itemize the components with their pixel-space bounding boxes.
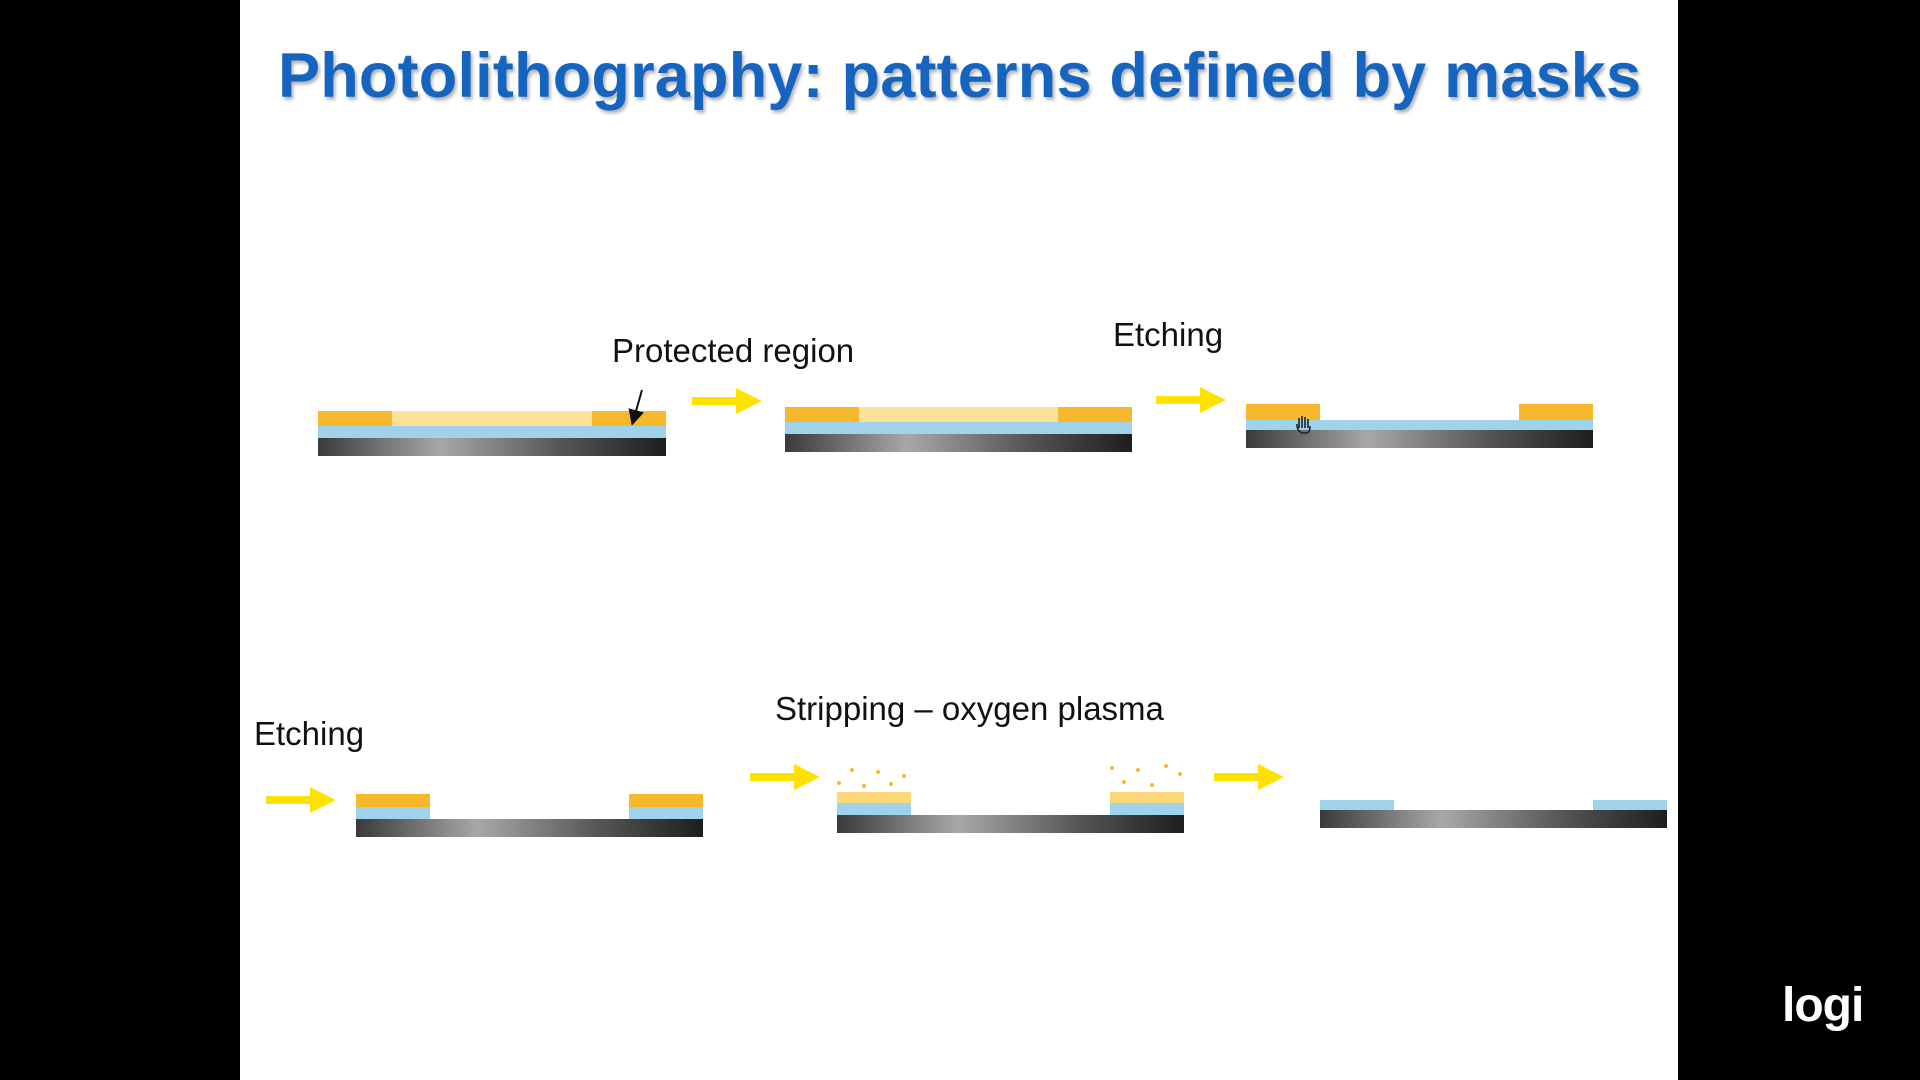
resist-left — [785, 407, 859, 422]
resist-left — [1246, 404, 1320, 420]
film-left — [1320, 800, 1394, 810]
film-right — [1593, 800, 1667, 810]
stack-developed — [785, 407, 1132, 452]
resist-right — [1519, 404, 1593, 420]
stripping-label: Stripping – oxygen plasma — [775, 690, 1164, 727]
process-arrow — [750, 764, 820, 790]
substrate — [1246, 430, 1593, 448]
stack-stripping — [837, 792, 1184, 833]
film-layer — [1246, 420, 1593, 430]
process-arrow — [1214, 764, 1284, 790]
etching-label-top: Etching — [1113, 316, 1224, 353]
slide: Photolithography: patterns defined by ma… — [240, 0, 1678, 1080]
slide-title: Photolithography: patterns defined by ma… — [278, 41, 1642, 111]
substrate — [785, 434, 1132, 452]
protected-region-label: Protected region — [612, 332, 855, 369]
film-layer — [318, 426, 666, 438]
substrate — [318, 438, 666, 456]
resist-left — [356, 794, 430, 807]
resist-right-thin — [1110, 792, 1184, 803]
process-arrow — [1156, 387, 1226, 413]
process-diagram — [266, 387, 1667, 837]
film-layer — [785, 422, 1132, 434]
resist-right — [592, 411, 666, 426]
substrate — [356, 819, 703, 837]
resist-right — [1058, 407, 1132, 422]
film-left — [356, 807, 430, 819]
stack-etched — [356, 794, 703, 837]
resist-exposed — [859, 407, 1058, 422]
stack-patterned-resist — [1246, 404, 1593, 448]
substrate — [1320, 810, 1667, 828]
protected-region-pointer — [628, 389, 644, 426]
etching-label-bottom: Etching — [254, 715, 365, 752]
stack-exposed-resist — [318, 411, 666, 456]
resist-right — [629, 794, 703, 807]
film-right — [629, 807, 703, 819]
logi-logo-icon: logi — [1782, 979, 1864, 1032]
substrate — [837, 815, 1184, 833]
resist-left-thin — [837, 792, 911, 803]
resist-left — [318, 411, 392, 426]
plasma-particles — [837, 764, 1182, 788]
hand-cursor-icon — [1296, 416, 1311, 434]
film-left — [837, 803, 911, 815]
stack-final-pattern — [1320, 800, 1667, 828]
resist-exposed — [392, 411, 592, 426]
process-arrow — [692, 388, 762, 414]
process-arrow — [266, 787, 336, 813]
film-right — [1110, 803, 1184, 815]
